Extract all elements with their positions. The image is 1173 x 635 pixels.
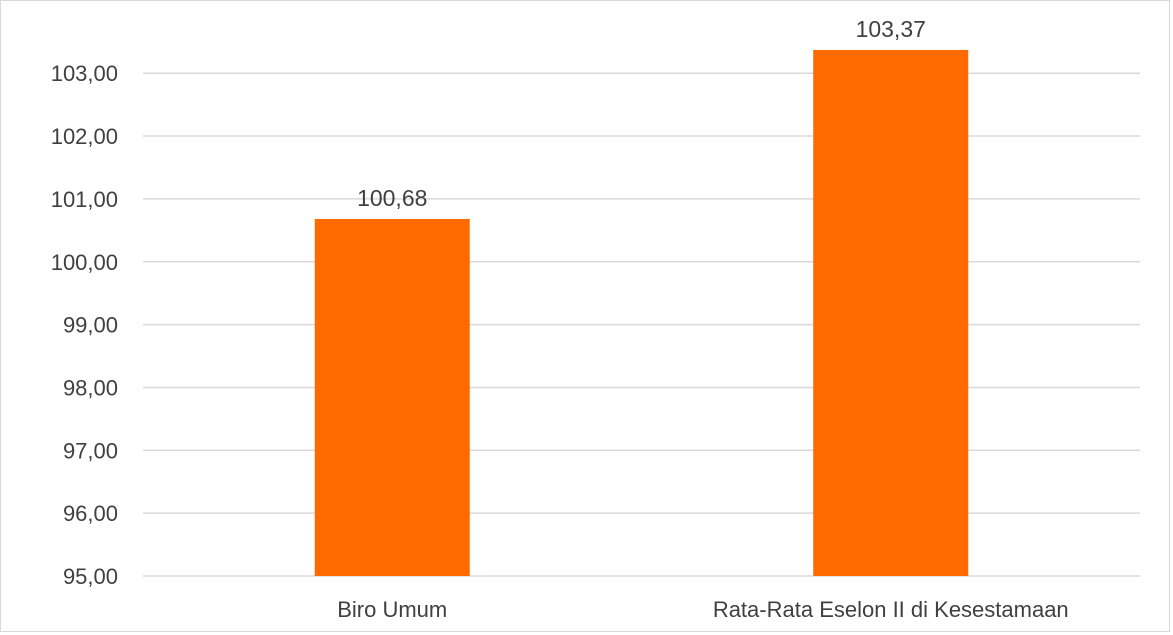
y-tick-label: 97,00 <box>63 438 118 463</box>
x-category-label: Rata-Rata Eselon II di Kesestamaan <box>713 597 1069 622</box>
y-tick-label: 103,00 <box>51 61 118 86</box>
data-labels: 100,68 103,37 <box>357 16 926 211</box>
gridlines <box>143 72 1140 577</box>
x-axis-categories: Biro Umum Rata-Rata Eselon II di Kesestam… <box>337 597 1068 622</box>
data-label: 100,68 <box>357 185 427 211</box>
bar <box>813 49 969 577</box>
x-category-label: Biro Umum <box>337 597 447 622</box>
y-tick-label: 98,00 <box>63 375 118 400</box>
y-axis-ticks: 95,00 96,00 97,00 98,00 99,00 100,00 101,00 102… <box>51 61 118 589</box>
y-tick-label: 100,00 <box>51 250 118 275</box>
y-tick-label: 99,00 <box>63 313 118 338</box>
y-tick-label: 95,00 <box>63 564 118 589</box>
y-tick-label: 96,00 <box>63 501 118 526</box>
bars <box>314 49 969 577</box>
bar <box>314 219 470 576</box>
data-label: 103,37 <box>856 16 926 42</box>
y-tick-label: 101,00 <box>51 187 118 212</box>
y-tick-label: 102,00 <box>51 124 118 149</box>
